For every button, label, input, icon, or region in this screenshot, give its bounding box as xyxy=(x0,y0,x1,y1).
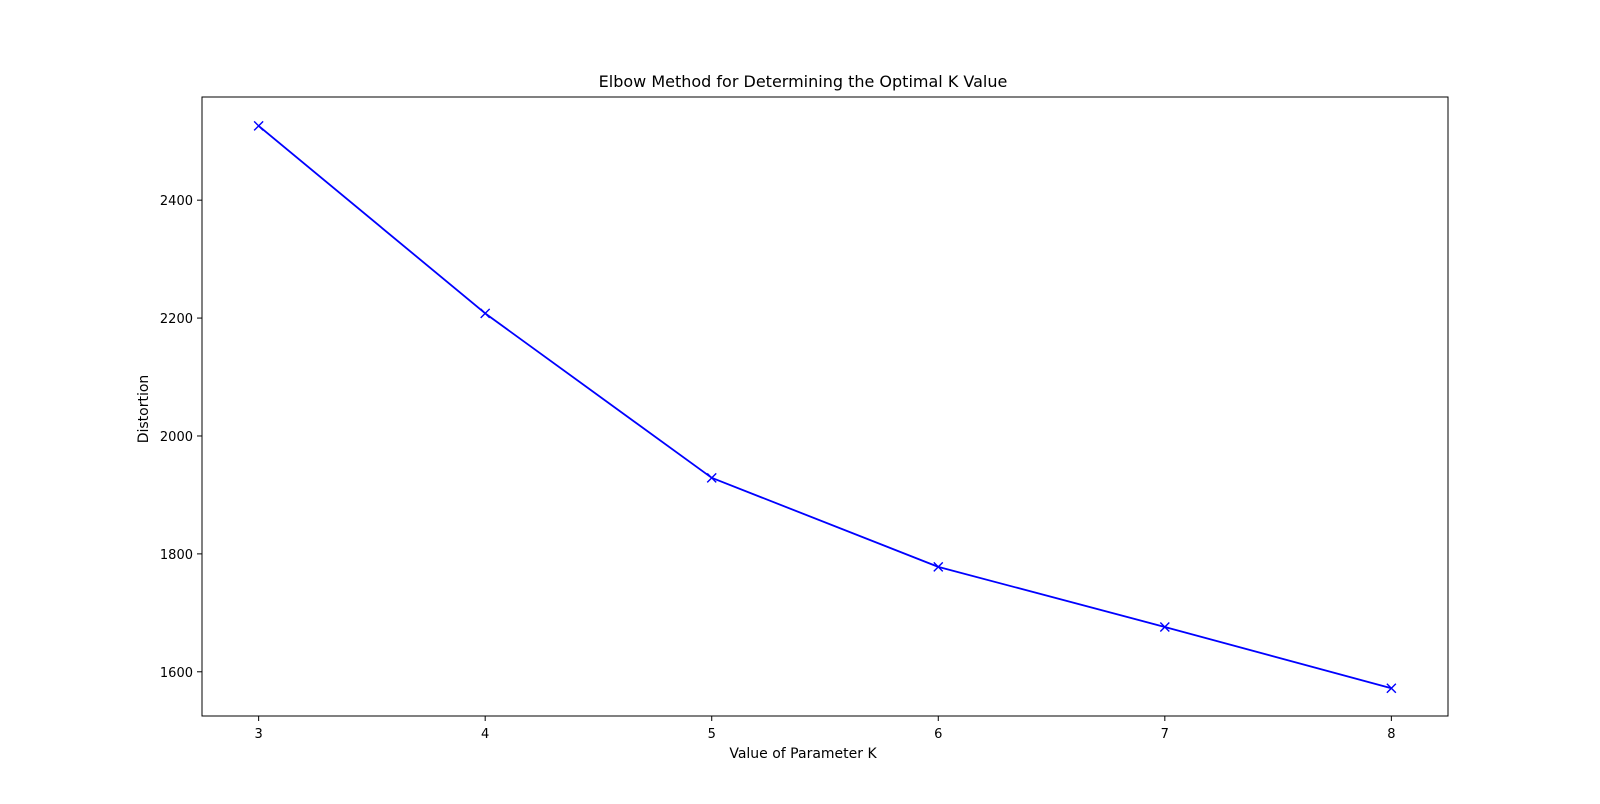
data-point-marker-6 xyxy=(1386,683,1397,694)
data-point-marker-1 xyxy=(253,120,264,131)
x-tick-label-5: 5 xyxy=(708,727,716,742)
x-tick-label-3: 3 xyxy=(254,727,262,742)
y-tick-label-1800: 1800 xyxy=(160,548,193,563)
data-point-marker-2 xyxy=(480,308,491,319)
chart-title: Elbow Method for Determining the Optimal… xyxy=(599,72,1008,91)
series-line xyxy=(258,125,1392,690)
y-tick-label-2400: 2400 xyxy=(160,194,193,209)
x-tick-label-6: 6 xyxy=(934,727,942,742)
x-tick-label-8: 8 xyxy=(1387,727,1395,742)
plot-frame xyxy=(201,96,1449,717)
x-tick-label-4: 4 xyxy=(481,727,489,742)
y-axis-label: Distortion xyxy=(136,375,152,444)
y-tick-label-2200: 2200 xyxy=(160,312,193,327)
x-tick-label-7: 7 xyxy=(1161,727,1169,742)
data-point-marker-4 xyxy=(933,561,944,572)
x-axis-label: Value of Parameter K xyxy=(729,746,877,762)
data-point-marker-5 xyxy=(1159,621,1170,632)
y-tick-label-2000: 2000 xyxy=(160,430,193,445)
y-tick-label-1600: 1600 xyxy=(160,666,193,681)
data-point-marker-3 xyxy=(706,472,717,483)
plot-area: 3 4 5 6 7 8 1600 1800 2000 2200 2400 xyxy=(160,96,1449,742)
